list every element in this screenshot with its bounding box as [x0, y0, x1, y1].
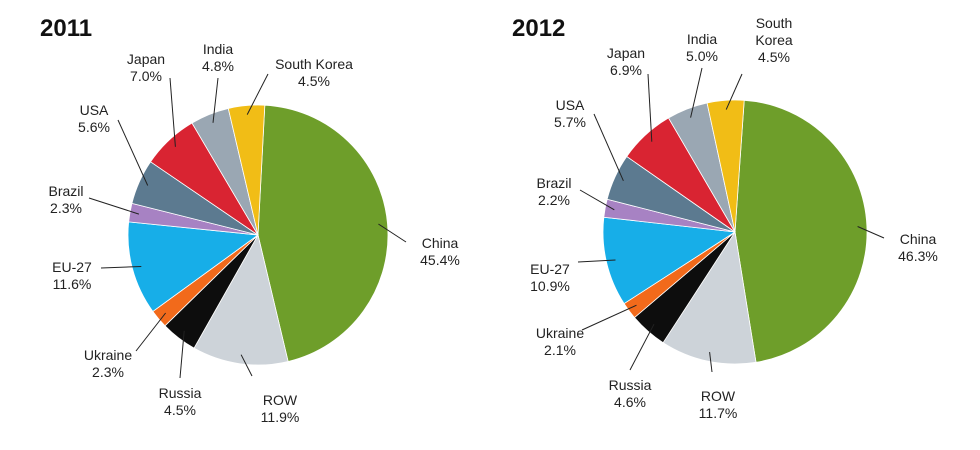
leader-line-india [690, 67, 703, 118]
leader-line-south-korea [725, 73, 743, 110]
slice-label-india: India 4.8% [202, 41, 234, 74]
slice-value: 11.9% [261, 409, 300, 425]
slice-name: USA [80, 102, 109, 118]
pie-slice-row [193, 233, 289, 366]
slice-name: Japan [127, 51, 165, 67]
slice-value: 5.6% [78, 119, 110, 135]
pie-chart-2011: 2011 China 45.4%ROW 11.9%Russia 4.5%Ukraine… [40, 15, 460, 425]
slice-value: 4.8% [202, 58, 234, 74]
slice-name: EU-27 [530, 261, 570, 277]
slice-label-china: China 46.3% [898, 231, 938, 264]
slice-value: 2.1% [544, 342, 576, 358]
leader-line-row [709, 352, 713, 373]
slice-value: 46.3% [898, 248, 938, 264]
slice-label-eu-27: EU-27 11.6% [52, 259, 92, 292]
slice-name: India [203, 41, 234, 57]
slice-name: Russia [159, 385, 202, 401]
slice-label-russia: Russia 4.6% [609, 377, 652, 410]
leader-line-eu-27 [577, 259, 616, 263]
slice-name: Ukraine [84, 347, 132, 363]
slice-label-row: ROW 11.7% [699, 388, 738, 421]
slice-name: Ukraine [536, 325, 584, 341]
slice-name: EU-27 [52, 259, 92, 275]
slice-label-usa: USA 5.6% [78, 102, 110, 135]
slice-label-south-korea: South Korea 4.5% [275, 56, 353, 89]
pie-slice-row [662, 230, 757, 365]
slice-name: Russia [609, 377, 652, 393]
slice-name: South [756, 15, 793, 31]
pie-slice-china [734, 99, 868, 363]
slice-name: India [687, 31, 718, 47]
leader-line-ukraine [581, 304, 637, 331]
slice-label-japan: Japan 7.0% [127, 51, 165, 84]
slice-value: 11.6% [53, 276, 92, 292]
slice-value: 4.5% [758, 49, 790, 65]
slice-label-eu-27: EU-27 10.9% [530, 261, 570, 294]
slice-value: 2.3% [50, 200, 82, 216]
chart-title: 2011 [40, 15, 92, 42]
pie-slice-china [257, 104, 389, 362]
slice-label-brazil: Brazil 2.2% [536, 175, 571, 208]
leader-line-south-korea [246, 73, 269, 115]
slice-label-china: China 45.4% [420, 235, 460, 268]
pie-slice-south-korea [706, 99, 745, 233]
slice-value: 5.7% [554, 114, 586, 130]
slice-value: 10.9% [530, 278, 570, 294]
slice-label-india: India 5.0% [686, 31, 718, 64]
slice-value: 6.9% [610, 62, 642, 78]
leader-line-eu-27 [100, 266, 142, 269]
slice-name: USA [556, 97, 585, 113]
pie-chart-2012: 2012 China 46.3% ROW 11.7% Russia 4.6% Ukraine… [512, 15, 938, 421]
pie-slice-eu-27 [602, 216, 737, 305]
slice-value: 11.7% [699, 405, 738, 421]
slice-label-russia: Russia 4.5% [159, 385, 202, 418]
leader-line-usa [593, 113, 624, 182]
slice-label-row: ROW 11.9% [261, 392, 300, 425]
slice-value: 2.2% [538, 192, 570, 208]
leader-line-india [212, 77, 219, 123]
slice-name: Japan [607, 45, 645, 61]
slice-value: 2.3% [92, 364, 124, 380]
leader-line-ukraine [135, 312, 166, 352]
leader-line-row [240, 354, 253, 377]
leader-line-brazil [579, 189, 615, 211]
slice-name: South Korea [275, 56, 353, 72]
leader-line-russia [179, 330, 185, 379]
slice-label-japan: Japan 6.9% [607, 45, 645, 78]
leader-line-usa [117, 119, 149, 186]
chart-title: 2012 [512, 15, 565, 42]
slice-value: 7.0% [130, 68, 162, 84]
slice-name: ROW [701, 388, 736, 404]
slice-label-usa: USA 5.7% [554, 97, 586, 130]
leader-line-china [857, 226, 885, 239]
slice-label-ukraine: Ukraine 2.3% [84, 347, 132, 380]
slice-name: Brazil [48, 183, 83, 199]
leader-line-japan [647, 73, 653, 142]
slice-label-brazil: Brazil 2.3% [48, 183, 83, 216]
slice-label-south-korea: South Korea 4.5% [755, 15, 793, 65]
slice-name: China [422, 235, 459, 251]
leader-line-russia [629, 323, 655, 371]
leader-line-japan [169, 77, 176, 147]
pie-slice-south-korea [227, 104, 266, 236]
slice-value: 45.4% [420, 252, 460, 268]
slice-name: Brazil [536, 175, 571, 191]
pie-slice-eu-27 [127, 221, 260, 312]
slice-value: 5.0% [686, 48, 718, 64]
leader-line-china [378, 223, 407, 243]
slice-value: 4.5% [164, 402, 196, 418]
slice-value: 4.5% [298, 73, 330, 89]
slice-name: ROW [263, 392, 298, 408]
slice-value: 4.6% [614, 394, 646, 410]
leader-line-brazil [88, 197, 140, 215]
slice-name: China [900, 231, 937, 247]
slice-label-ukraine: Ukraine 2.1% [536, 325, 584, 358]
slice-name: Korea [755, 32, 793, 48]
